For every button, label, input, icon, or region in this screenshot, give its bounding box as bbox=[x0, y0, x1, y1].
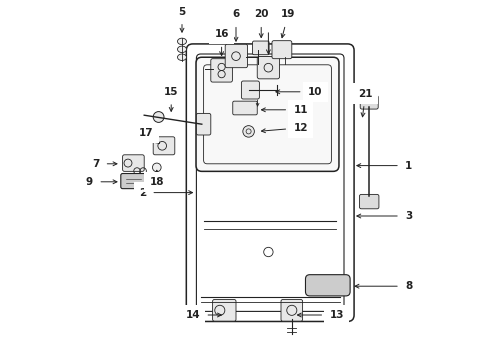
Ellipse shape bbox=[177, 38, 187, 45]
Ellipse shape bbox=[177, 46, 187, 53]
FancyBboxPatch shape bbox=[257, 57, 280, 79]
Text: 14: 14 bbox=[186, 310, 221, 320]
Text: 20: 20 bbox=[254, 9, 269, 37]
FancyBboxPatch shape bbox=[272, 41, 292, 59]
Text: 6: 6 bbox=[232, 9, 240, 41]
Text: 21: 21 bbox=[358, 89, 373, 117]
Text: 12: 12 bbox=[262, 123, 308, 133]
Circle shape bbox=[287, 305, 297, 315]
Text: 3: 3 bbox=[357, 211, 413, 221]
FancyBboxPatch shape bbox=[242, 81, 259, 99]
FancyBboxPatch shape bbox=[360, 194, 379, 209]
FancyBboxPatch shape bbox=[252, 41, 269, 55]
FancyBboxPatch shape bbox=[360, 95, 378, 109]
FancyBboxPatch shape bbox=[186, 44, 354, 321]
FancyBboxPatch shape bbox=[121, 174, 146, 189]
FancyBboxPatch shape bbox=[233, 101, 257, 115]
FancyBboxPatch shape bbox=[122, 155, 144, 171]
Circle shape bbox=[153, 112, 164, 122]
Text: 9: 9 bbox=[86, 177, 117, 187]
Text: 7: 7 bbox=[92, 159, 117, 169]
FancyBboxPatch shape bbox=[196, 113, 211, 135]
Text: 19: 19 bbox=[281, 9, 295, 38]
FancyBboxPatch shape bbox=[305, 275, 350, 296]
FancyBboxPatch shape bbox=[196, 57, 339, 171]
Text: 11: 11 bbox=[262, 105, 308, 115]
Ellipse shape bbox=[177, 54, 187, 60]
Circle shape bbox=[243, 126, 254, 137]
FancyBboxPatch shape bbox=[211, 59, 232, 82]
Text: 4: 4 bbox=[265, 15, 272, 54]
Text: 17: 17 bbox=[139, 128, 160, 143]
Text: 13: 13 bbox=[297, 310, 344, 320]
Text: 10: 10 bbox=[276, 87, 322, 97]
Text: 2: 2 bbox=[139, 188, 193, 198]
Text: 8: 8 bbox=[355, 281, 413, 291]
Text: 18: 18 bbox=[149, 170, 164, 187]
FancyBboxPatch shape bbox=[225, 44, 247, 68]
Circle shape bbox=[215, 305, 225, 315]
FancyBboxPatch shape bbox=[213, 300, 236, 321]
FancyBboxPatch shape bbox=[281, 300, 303, 321]
Text: 1: 1 bbox=[357, 161, 413, 171]
FancyBboxPatch shape bbox=[153, 137, 175, 155]
Text: 5: 5 bbox=[178, 6, 186, 32]
Circle shape bbox=[152, 163, 161, 172]
Text: 15: 15 bbox=[164, 87, 178, 111]
Text: 16: 16 bbox=[214, 29, 229, 55]
